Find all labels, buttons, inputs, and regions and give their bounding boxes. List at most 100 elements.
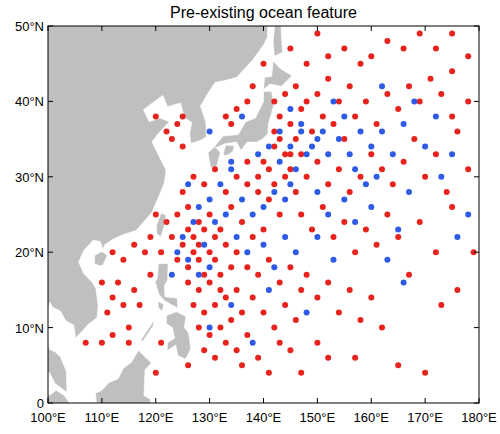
point <box>304 151 310 157</box>
point <box>347 287 353 293</box>
x-tick <box>101 26 102 31</box>
point <box>358 129 364 135</box>
point <box>228 204 234 210</box>
point <box>277 114 283 120</box>
point <box>395 227 401 233</box>
point <box>212 166 218 172</box>
point <box>449 31 455 37</box>
point <box>250 234 256 240</box>
point <box>320 114 326 120</box>
point <box>174 121 180 127</box>
point <box>374 242 380 248</box>
point <box>282 234 288 240</box>
point <box>174 257 180 263</box>
point <box>185 227 191 233</box>
point <box>147 272 153 278</box>
point <box>331 257 337 263</box>
point <box>99 279 105 285</box>
point <box>185 204 191 210</box>
point <box>131 287 137 293</box>
point <box>325 212 331 218</box>
point <box>191 302 197 308</box>
point <box>379 325 385 331</box>
point <box>201 227 207 233</box>
point <box>417 98 423 104</box>
point <box>368 53 374 59</box>
point <box>325 76 331 82</box>
point <box>401 121 407 127</box>
landmass <box>141 320 154 341</box>
point <box>358 317 364 323</box>
point <box>314 159 320 165</box>
point <box>304 98 310 104</box>
point <box>406 272 412 278</box>
point <box>433 114 439 120</box>
point <box>304 310 310 316</box>
frame <box>48 26 479 403</box>
point <box>293 249 299 255</box>
point <box>191 219 197 225</box>
point <box>406 83 412 89</box>
point <box>417 31 423 37</box>
landmass <box>264 61 293 90</box>
point <box>207 196 213 202</box>
point <box>282 91 288 97</box>
point <box>228 159 234 165</box>
point <box>115 279 121 285</box>
y-tick <box>48 176 53 177</box>
point <box>228 317 234 323</box>
point <box>347 189 353 195</box>
point <box>174 249 180 255</box>
point <box>417 219 423 225</box>
point <box>223 114 229 120</box>
point <box>341 114 347 120</box>
point <box>239 219 245 225</box>
point <box>309 144 315 150</box>
point <box>304 174 310 180</box>
point <box>325 53 331 59</box>
point <box>185 264 191 270</box>
point <box>336 98 342 104</box>
point <box>196 257 202 263</box>
point <box>374 174 380 180</box>
point <box>314 189 320 195</box>
landmass <box>48 373 72 403</box>
point <box>261 61 267 67</box>
point <box>320 129 326 135</box>
point <box>147 234 153 240</box>
x-tick <box>155 26 156 31</box>
landmass <box>48 331 67 392</box>
point <box>406 189 412 195</box>
point <box>239 196 245 202</box>
point <box>336 310 342 316</box>
point <box>352 166 358 172</box>
y-tick-label: 10°N <box>15 321 44 336</box>
point <box>153 114 159 120</box>
point <box>169 136 175 142</box>
point <box>99 340 105 346</box>
title: Pre-existing ocean feature <box>170 4 357 21</box>
landmass <box>215 92 274 151</box>
point <box>422 144 428 150</box>
point <box>277 212 283 218</box>
point <box>298 151 304 157</box>
point <box>250 83 256 89</box>
point <box>438 91 444 97</box>
point <box>325 151 331 157</box>
point <box>314 294 320 300</box>
y-tick <box>474 26 479 27</box>
point <box>287 347 293 353</box>
point <box>212 257 218 263</box>
map-chart: 100°E110°E120°E130°E140°E150°E160°E170°E… <box>0 0 500 434</box>
y-tick-label: 30°N <box>15 170 44 185</box>
point <box>234 249 240 255</box>
x-tick-label: 120°E <box>138 410 174 425</box>
points <box>83 31 477 376</box>
point <box>422 174 428 180</box>
point <box>331 234 337 240</box>
y-tick-label: 40°N <box>15 94 44 109</box>
y-tick-label: 0 <box>37 396 44 411</box>
point <box>164 129 170 135</box>
point <box>217 227 223 233</box>
point <box>395 106 401 112</box>
